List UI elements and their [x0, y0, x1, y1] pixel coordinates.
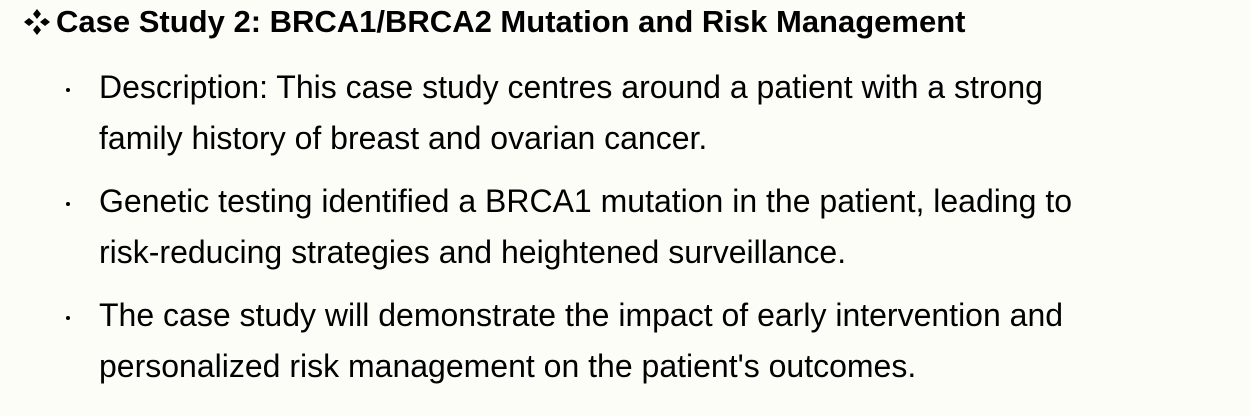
bullet-line: risk-reducing strategies and heightened … — [99, 234, 847, 270]
bullet-dot-icon — [66, 88, 74, 92]
case-study-heading: Case Study 2: BRCA1/BRCA2 Mutation and R… — [22, 2, 965, 42]
bullet-line: personalized risk management on the pati… — [99, 348, 917, 384]
bullet-text: The case study will demonstrate the impa… — [99, 290, 1239, 392]
bullet-line: Genetic testing identified a BRCA1 mutat… — [99, 183, 1073, 219]
heading-title: Case Study 2: BRCA1/BRCA2 Mutation and R… — [56, 4, 966, 39]
bullet-text: Genetic testing identified a BRCA1 mutat… — [99, 176, 1239, 278]
bullet-dot-icon — [66, 316, 74, 320]
bullet-dot-icon — [66, 202, 74, 206]
bullet-line: family history of breast and ovarian can… — [99, 120, 708, 156]
bullet-line: The case study will demonstrate the impa… — [99, 297, 1064, 333]
bullet-text: Description: This case study centres aro… — [99, 62, 1239, 164]
four-diamond-bullet-icon — [22, 7, 52, 37]
bullet-line: Description: This case study centres aro… — [99, 69, 1043, 105]
